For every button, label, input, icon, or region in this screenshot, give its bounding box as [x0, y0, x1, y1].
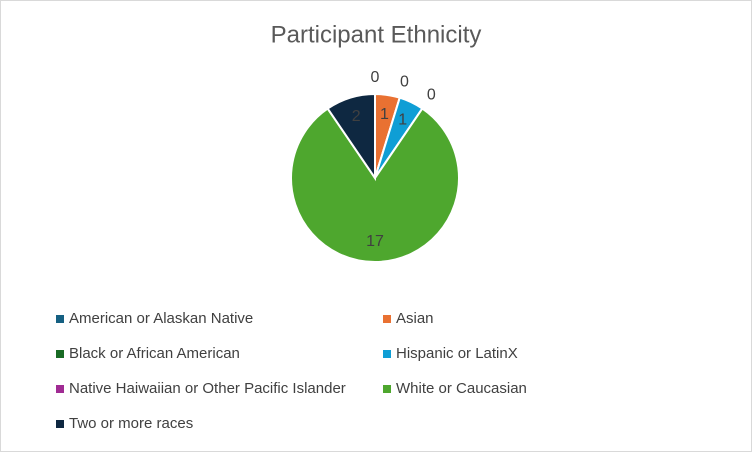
legend-marker — [56, 420, 64, 428]
data-label: 0 — [427, 87, 436, 104]
chart-title: Participant Ethnicity — [271, 21, 482, 48]
data-label: 0 — [371, 69, 380, 86]
data-label: 2 — [352, 108, 361, 125]
pie-slice — [326, 92, 376, 182]
legend-marker — [56, 315, 64, 323]
legend-marker — [383, 350, 391, 358]
legend-label: White or Caucasian — [396, 380, 527, 397]
data-label: 1 — [398, 112, 407, 129]
pie-slice — [290, 107, 460, 263]
legend-label: Black or African American — [69, 345, 240, 362]
data-label: 17 — [366, 233, 384, 250]
data-label: 1 — [380, 106, 389, 123]
legend-marker — [56, 350, 64, 358]
legend-marker — [56, 385, 64, 393]
legend-label: American or Alaskan Native — [69, 310, 253, 327]
legend-marker — [383, 385, 391, 393]
legend-marker — [383, 315, 391, 323]
data-label: 0 — [400, 74, 409, 91]
legend-label: Native Haiwaiian or Other Pacific Island… — [69, 380, 346, 397]
legend-label: Hispanic or LatinX — [396, 345, 518, 362]
legend-label: Asian — [396, 310, 434, 327]
legend-label: Two or more races — [69, 415, 193, 432]
